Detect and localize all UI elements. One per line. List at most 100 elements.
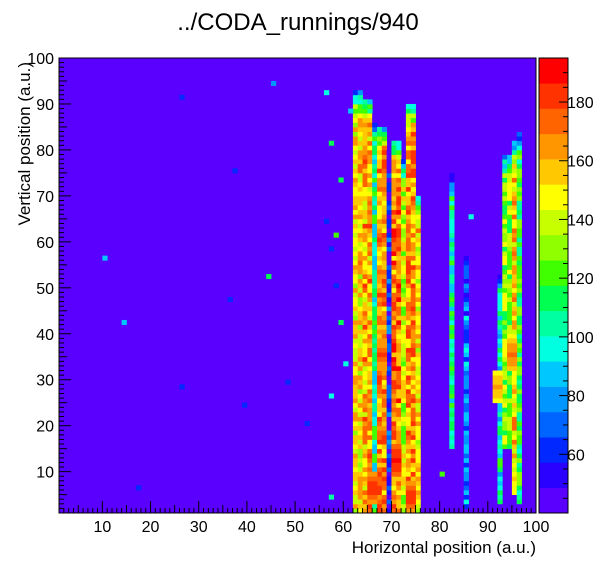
heatmap-cell — [507, 398, 513, 404]
heatmap-cell — [401, 503, 407, 509]
heatmap-cell — [352, 113, 359, 119]
heatmap-cell — [507, 237, 513, 243]
heatmap-cell — [362, 430, 368, 436]
heatmap-cell — [372, 407, 378, 413]
heatmap-cell — [511, 200, 518, 206]
heatmap-cell — [463, 485, 469, 491]
heatmap-cell — [381, 388, 388, 394]
heatmap-cell — [511, 370, 518, 376]
heatmap-cell — [357, 310, 363, 316]
heatmap-cell — [405, 195, 412, 201]
heatmap-cell — [352, 145, 359, 151]
heatmap-cell — [463, 292, 469, 298]
heatmap-cell — [357, 218, 363, 224]
heatmap-cell — [410, 274, 416, 280]
heatmap-cell — [381, 126, 388, 132]
heatmap-cell — [511, 246, 518, 252]
heatmap-cell — [372, 416, 378, 422]
heatmap-hotspot-cell — [507, 347, 513, 353]
heatmap-cell — [405, 310, 412, 316]
heatmap-cell — [381, 292, 388, 298]
heatmap-cell — [367, 352, 373, 358]
heatmap-cell — [367, 402, 373, 408]
heatmap-hotspot-cell — [377, 352, 383, 358]
heatmap-cell — [401, 172, 407, 178]
heatmap-cell — [372, 388, 378, 394]
heatmap-cell — [405, 108, 412, 114]
heatmap-cell — [463, 476, 469, 482]
heatmap-cell — [507, 375, 513, 381]
heatmap-cell — [463, 425, 469, 431]
heatmap-cell — [391, 480, 397, 486]
heatmap-cell — [401, 260, 407, 266]
heatmap-cell — [352, 471, 359, 477]
heatmap-cell — [357, 434, 363, 440]
heatmap-cell — [449, 255, 455, 261]
heatmap-cell — [352, 154, 359, 160]
heatmap-cell — [357, 494, 363, 500]
heatmap-cell — [386, 402, 392, 408]
heatmap-cell — [401, 283, 407, 289]
x-tick-label: 70 — [383, 519, 401, 536]
heatmap-cell — [410, 439, 416, 445]
heatmap-cell — [357, 154, 363, 160]
heatmap-cell — [391, 416, 397, 422]
heatmap-cell — [381, 499, 388, 505]
heatmap-cell — [511, 398, 518, 404]
heatmap-cell — [502, 159, 508, 165]
heatmap-cell — [352, 126, 359, 132]
heatmap-cell — [391, 287, 397, 293]
heatmap-cell — [415, 246, 421, 252]
heatmap-cell — [410, 471, 416, 477]
heatmap-cell — [410, 296, 416, 302]
heatmap-cell — [381, 485, 388, 491]
heatmap-cell — [511, 168, 518, 174]
heatmap-cell — [357, 172, 363, 178]
heatmap-cell — [396, 195, 402, 201]
heatmap-cell — [511, 287, 518, 293]
heatmap-cell — [516, 329, 522, 335]
heatmap-cell — [511, 467, 518, 473]
heatmap-cell — [415, 301, 421, 307]
heatmap-cell — [367, 338, 373, 344]
heatmap-cell — [463, 342, 469, 348]
heatmap-cell — [362, 310, 368, 316]
heatmap-cell — [415, 269, 421, 275]
x-tick-label: 40 — [238, 519, 256, 536]
heatmap-hotspot-cell — [377, 356, 383, 362]
heatmap-cell — [410, 172, 416, 178]
heatmap-cell — [401, 214, 407, 220]
heatmap-cell — [367, 425, 373, 431]
heatmap-cell — [405, 444, 412, 450]
heatmap-cell — [405, 241, 412, 247]
heatmap-cell — [511, 402, 518, 408]
heatmap-cell — [377, 209, 383, 215]
heatmap-cell — [396, 205, 402, 211]
heatmap-cell — [381, 274, 388, 280]
heatmap-cell — [511, 379, 518, 385]
heatmap-cell — [391, 384, 397, 390]
heatmap-cell — [449, 370, 455, 376]
heatmap-cell — [357, 287, 363, 293]
heatmap-cell — [516, 301, 522, 307]
heatmap-cell — [391, 154, 397, 160]
heatmap-point — [121, 319, 127, 325]
heatmap-cell — [367, 205, 373, 211]
heatmap-cell — [401, 237, 407, 243]
heatmap-cell — [507, 319, 513, 325]
heatmap-cell — [516, 237, 522, 243]
heatmap-cell — [377, 388, 383, 394]
heatmap-cell — [362, 411, 368, 417]
heatmap-cell — [511, 434, 518, 440]
heatmap-cell — [511, 209, 518, 215]
heatmap-cell — [381, 425, 388, 431]
heatmap-cell — [377, 508, 383, 514]
heatmap-cell — [405, 232, 412, 238]
heatmap-cell — [396, 480, 402, 486]
heatmap-cell — [396, 264, 402, 270]
heatmap-cell — [410, 154, 416, 160]
heatmap-cell — [415, 347, 421, 353]
heatmap-cell — [507, 186, 513, 192]
heatmap-cell — [391, 315, 397, 321]
heatmap-cell — [381, 444, 388, 450]
